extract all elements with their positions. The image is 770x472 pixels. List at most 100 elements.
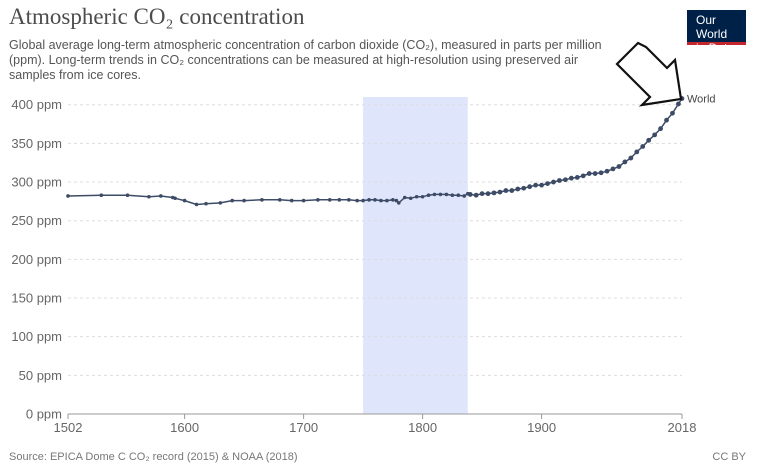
data-point[interactable]	[598, 170, 604, 176]
data-point[interactable]	[391, 198, 395, 202]
data-point[interactable]	[509, 188, 515, 193]
data-point[interactable]	[503, 188, 509, 193]
x-tick-label: 1600	[170, 420, 199, 435]
series-label-world[interactable]: World	[687, 94, 716, 106]
data-point[interactable]	[347, 198, 351, 202]
data-point[interactable]	[545, 181, 550, 186]
y-tick-label: 150 ppm	[11, 291, 62, 306]
data-point[interactable]	[408, 196, 413, 201]
data-point[interactable]	[194, 202, 199, 207]
x-tick-label: 1502	[54, 420, 83, 435]
data-point[interactable]	[479, 191, 485, 197]
y-tick-label: 50 ppm	[19, 368, 62, 383]
data-point[interactable]	[385, 198, 389, 203]
data-point[interactable]	[592, 171, 598, 176]
y-tick-label: 100 ppm	[11, 329, 62, 344]
data-point[interactable]	[670, 110, 675, 116]
data-point[interactable]	[414, 194, 419, 199]
data-point[interactable]	[658, 126, 663, 132]
data-point[interactable]	[99, 193, 104, 197]
data-point[interactable]	[66, 194, 70, 198]
data-point[interactable]	[173, 196, 177, 201]
data-point[interactable]	[289, 198, 294, 203]
data-point[interactable]	[521, 185, 527, 191]
data-point[interactable]	[230, 198, 235, 203]
data-point[interactable]	[242, 198, 246, 203]
y-tick-label: 250 ppm	[11, 213, 62, 228]
data-point[interactable]	[147, 194, 151, 199]
owid-logo[interactable]: Our World in Data	[687, 10, 746, 55]
data-point[interactable]	[515, 186, 521, 192]
data-point[interactable]	[652, 132, 658, 138]
x-tick-label: 1800	[408, 420, 437, 435]
data-point[interactable]	[394, 198, 399, 203]
data-point[interactable]	[676, 101, 681, 107]
data-point[interactable]	[316, 198, 320, 202]
data-point[interactable]	[218, 201, 223, 205]
data-point[interactable]	[604, 168, 610, 174]
logo-line-1: Our World	[696, 13, 728, 41]
data-point[interactable]	[491, 190, 497, 196]
data-point[interactable]	[527, 184, 533, 190]
data-point[interactable]	[557, 178, 562, 183]
data-point[interactable]	[396, 201, 401, 205]
data-point[interactable]	[426, 193, 431, 197]
data-point[interactable]	[432, 192, 437, 197]
data-point[interactable]	[450, 193, 455, 197]
data-point[interactable]	[622, 159, 628, 165]
y-tick-label: 0 ppm	[26, 407, 62, 422]
data-point[interactable]	[373, 198, 377, 202]
data-point[interactable]	[580, 173, 586, 179]
source-note[interactable]: Source: EPICA Dome C CO₂ record (2015) &…	[9, 451, 298, 463]
data-point[interactable]	[462, 194, 467, 198]
data-point[interactable]	[438, 192, 443, 197]
data-point[interactable]	[420, 194, 425, 199]
data-point[interactable]	[574, 175, 580, 180]
data-point[interactable]	[616, 164, 622, 169]
data-point[interactable]	[456, 193, 461, 197]
data-point[interactable]	[640, 144, 646, 149]
data-point[interactable]	[539, 182, 544, 188]
data-point[interactable]	[361, 198, 365, 203]
data-point[interactable]	[444, 192, 449, 197]
data-point[interactable]	[610, 166, 616, 172]
data-point[interactable]	[337, 198, 342, 202]
data-point[interactable]	[260, 198, 264, 202]
data-point[interactable]	[204, 201, 208, 206]
data-point[interactable]	[467, 192, 473, 197]
data-point[interactable]	[586, 171, 592, 176]
data-point[interactable]	[628, 155, 634, 161]
data-point[interactable]	[125, 193, 130, 197]
license-link[interactable]: CC BY	[712, 451, 746, 463]
y-tick-label: 300 ppm	[11, 175, 62, 190]
data-point[interactable]	[278, 198, 282, 202]
data-point[interactable]	[664, 117, 669, 123]
data-point[interactable]	[473, 192, 479, 198]
data-point[interactable]	[367, 198, 371, 202]
x-tick-label: 2018	[668, 420, 697, 435]
data-point[interactable]	[379, 198, 383, 203]
data-point[interactable]	[182, 198, 187, 203]
series-world[interactable]	[66, 96, 685, 207]
data-point[interactable]	[646, 137, 652, 143]
data-point[interactable]	[159, 194, 163, 198]
y-tick-label: 400 ppm	[11, 97, 62, 112]
data-point[interactable]	[568, 175, 574, 181]
data-point[interactable]	[485, 191, 491, 197]
series-labels: World	[687, 94, 716, 106]
data-point[interactable]	[551, 179, 556, 185]
data-point[interactable]	[497, 189, 503, 195]
y-tick-label: 200 ppm	[11, 252, 62, 267]
y-axis-ticks: 0 ppm 50 ppm 100 ppm 150 ppm 200 ppm 250 ppm 3…	[11, 97, 62, 421]
data-point[interactable]	[562, 177, 568, 183]
data-point[interactable]	[327, 198, 332, 202]
data-point[interactable]	[533, 182, 539, 188]
data-point[interactable]	[301, 198, 306, 203]
data-point[interactable]	[355, 198, 359, 203]
chart-subtitle: Global average long-term atmospheric con…	[9, 38, 602, 82]
x-tick-label: 1700	[289, 420, 318, 435]
data-point[interactable]	[402, 195, 407, 200]
annotation-arrow-icon	[615, 41, 683, 107]
data-point[interactable]	[634, 149, 640, 155]
